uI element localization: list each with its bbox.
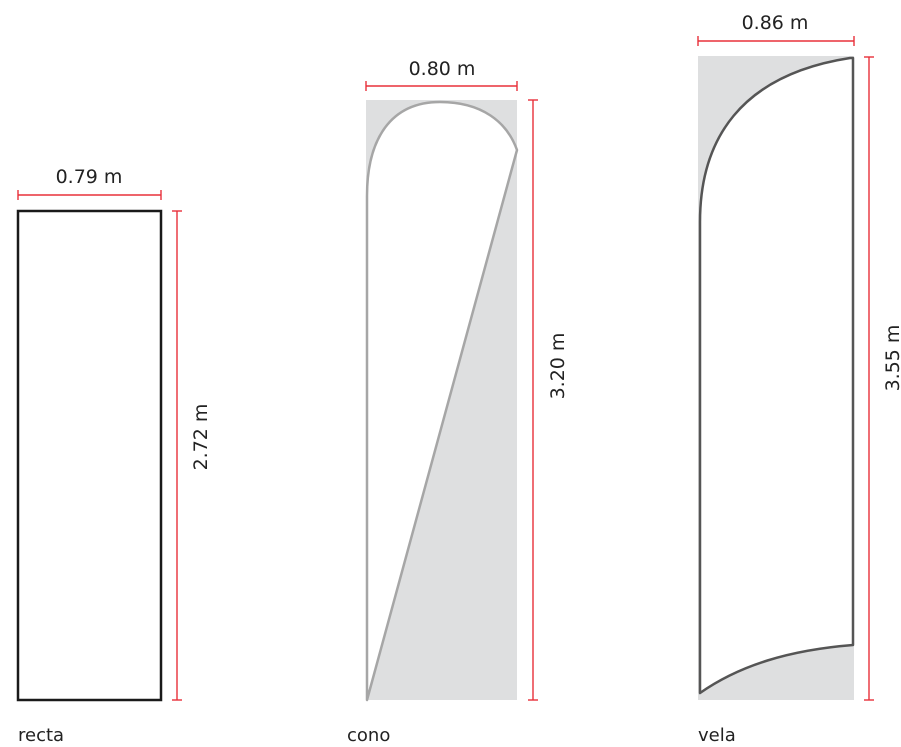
vela-caption: vela [698,725,736,746]
cono-width-label: 0.80 m [409,58,476,80]
flag-recta: 0.79 m 2.72 m recta [16,166,212,746]
cono-width-dimension [365,81,518,91]
cono-height-label: 3.20 m [547,333,569,400]
recta-flag-shape [16,209,163,702]
vela-width-label: 0.86 m [742,12,809,34]
recta-caption: recta [18,725,64,746]
cono-height-dimension [528,99,538,701]
cono-flag-shape [365,100,519,702]
vela-height-dimension [864,56,874,701]
recta-height-dimension [172,210,182,701]
cono-caption: cono [347,725,390,746]
flag-vela: 0.86 m 3.55 m vela [697,12,901,746]
vela-height-label: 3.55 m [882,325,901,392]
recta-height-label: 2.72 m [190,404,212,471]
vela-width-dimension [697,36,855,46]
recta-width-dimension [17,190,162,200]
recta-width-label: 0.79 m [56,166,123,188]
flag-cono: 0.80 m 3.20 m cono [347,58,569,746]
vela-flag-shape [698,56,855,695]
